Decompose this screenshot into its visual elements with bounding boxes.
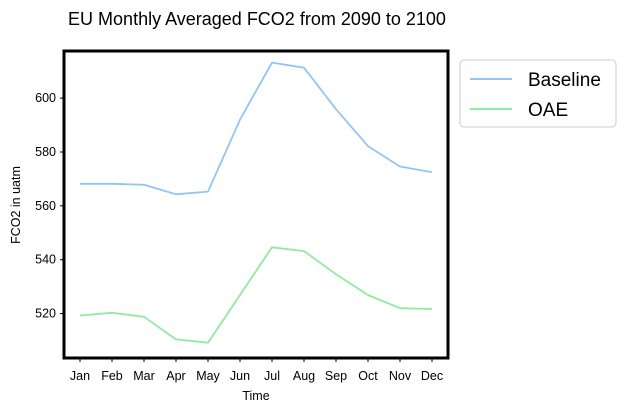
y-tick-label: 520 xyxy=(35,307,56,321)
x-tick-label: Feb xyxy=(101,369,123,383)
y-axis-label: FCO2 in uatm xyxy=(9,166,23,244)
plot-frame xyxy=(62,49,450,360)
series-line-baseline xyxy=(80,61,433,196)
legend-label-oae: OAE xyxy=(528,100,568,121)
y-tick-label: 600 xyxy=(35,91,56,105)
x-axis-label: Time xyxy=(242,389,269,403)
x-tick-label: Mar xyxy=(133,369,155,383)
x-tick-label: Apr xyxy=(166,369,185,383)
plot-area xyxy=(79,61,433,344)
y-tick-label: 540 xyxy=(35,253,56,267)
y-tick-label: 580 xyxy=(35,145,56,159)
x-tick-label: May xyxy=(196,369,220,383)
legend-box xyxy=(459,59,617,128)
x-axis: Jan Feb Mar Apr May Jun Jul Aug Sep Oct Nov Dec xyxy=(70,358,443,383)
legend-label-baseline: Baseline xyxy=(528,70,601,91)
x-tick-label: Sep xyxy=(325,369,347,383)
x-tick-label: Jul xyxy=(264,369,280,383)
series-line-oae xyxy=(79,246,433,344)
x-tick-label: Dec xyxy=(421,369,443,383)
legend: Baseline OAE xyxy=(459,59,617,128)
x-tick-label: Jan xyxy=(70,369,90,383)
x-tick-label: Nov xyxy=(389,369,412,383)
x-tick-label: Oct xyxy=(358,369,378,383)
x-tick-label: Jun xyxy=(230,369,250,383)
x-tick-label: Aug xyxy=(293,369,315,383)
y-tick-label: 560 xyxy=(35,199,56,213)
y-axis: 520 540 560 580 600 xyxy=(35,91,64,321)
chart-title: EU Monthly Averaged FCO2 from 2090 to 21… xyxy=(68,9,446,29)
